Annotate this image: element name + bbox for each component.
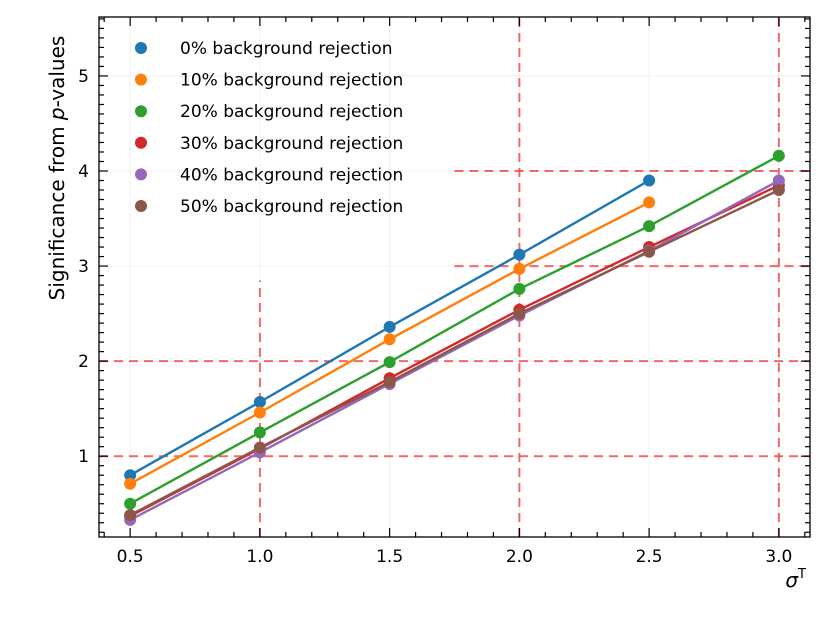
y-tick-label-1: 2 [78, 352, 89, 372]
data-point-s1-2 [383, 333, 396, 346]
data-point-s0-4 [643, 174, 656, 187]
plot-area [99, 17, 810, 537]
x-tick-label-0: 0.5 [117, 547, 144, 567]
data-point-s0-2 [383, 320, 396, 333]
series-line-5 [129, 188, 780, 517]
legend-marker-5 [135, 200, 147, 212]
x-tick-label-1: 1.0 [246, 547, 273, 567]
data-point-s5-2 [383, 376, 396, 389]
legend-marker-1 [135, 73, 147, 86]
data-point-s5-5 [772, 184, 785, 197]
y-tick-label-4: 5 [78, 67, 89, 87]
ticks: 0.5 1.0 1.5 2.0 2.5 3.0 1 2 3 4 5 [78, 17, 810, 567]
legend-marker-3 [135, 136, 147, 149]
y-tick-label-3: 4 [78, 162, 89, 182]
series-layer [124, 149, 785, 526]
data-point-s0-0 [124, 469, 137, 482]
data-point-s2-4 [643, 220, 656, 233]
legend-label-4: 40% background rejection [180, 165, 403, 185]
legend-marker-4 [135, 168, 147, 181]
legend-marker-0 [135, 42, 147, 54]
x-tick-label-5: 3.0 [765, 547, 792, 567]
data-point-s1-4 [643, 196, 656, 209]
x-tick-label-2: 1.5 [376, 547, 403, 567]
legend-label-2: 20% background rejection [180, 102, 403, 122]
data-point-s1-3 [513, 262, 526, 275]
y-tick-label-0: 1 [78, 447, 89, 467]
data-point-s2-3 [513, 282, 526, 295]
legend-marker-2 [135, 105, 147, 118]
data-point-s0-3 [513, 248, 526, 261]
data-point-s2-0 [124, 497, 137, 510]
y-tick-label-2: 3 [78, 257, 89, 277]
data-point-s2-1 [253, 426, 266, 439]
legend: 0% background rejection 10% background re… [135, 39, 403, 217]
data-point-s4-5 [772, 174, 785, 187]
data-point-s2-5 [772, 149, 785, 162]
x-axis-label: σT [785, 567, 806, 592]
legend-label-3: 30% background rejection [180, 134, 403, 154]
data-point-s5-0 [124, 509, 137, 522]
legend-label-0: 0% background rejection [180, 39, 393, 59]
data-point-s5-1 [253, 441, 266, 454]
data-point-s5-3 [513, 307, 526, 320]
x-tick-label-3: 2.0 [506, 547, 533, 567]
data-point-s1-1 [253, 406, 266, 419]
legend-label-5: 50% background rejection [180, 197, 403, 217]
plot-frame [98, 16, 811, 538]
data-point-s2-2 [383, 356, 396, 369]
series-line-2 [129, 154, 780, 505]
series-line-4 [129, 179, 780, 521]
y-axis-label: Significance from p-values [45, 36, 69, 301]
x-tick-label-4: 2.5 [636, 547, 663, 567]
legend-label-1: 10% background rejection [180, 71, 403, 91]
data-point-s0-1 [253, 396, 266, 409]
data-point-s5-4 [643, 245, 656, 258]
data-point-s1-0 [124, 477, 137, 490]
